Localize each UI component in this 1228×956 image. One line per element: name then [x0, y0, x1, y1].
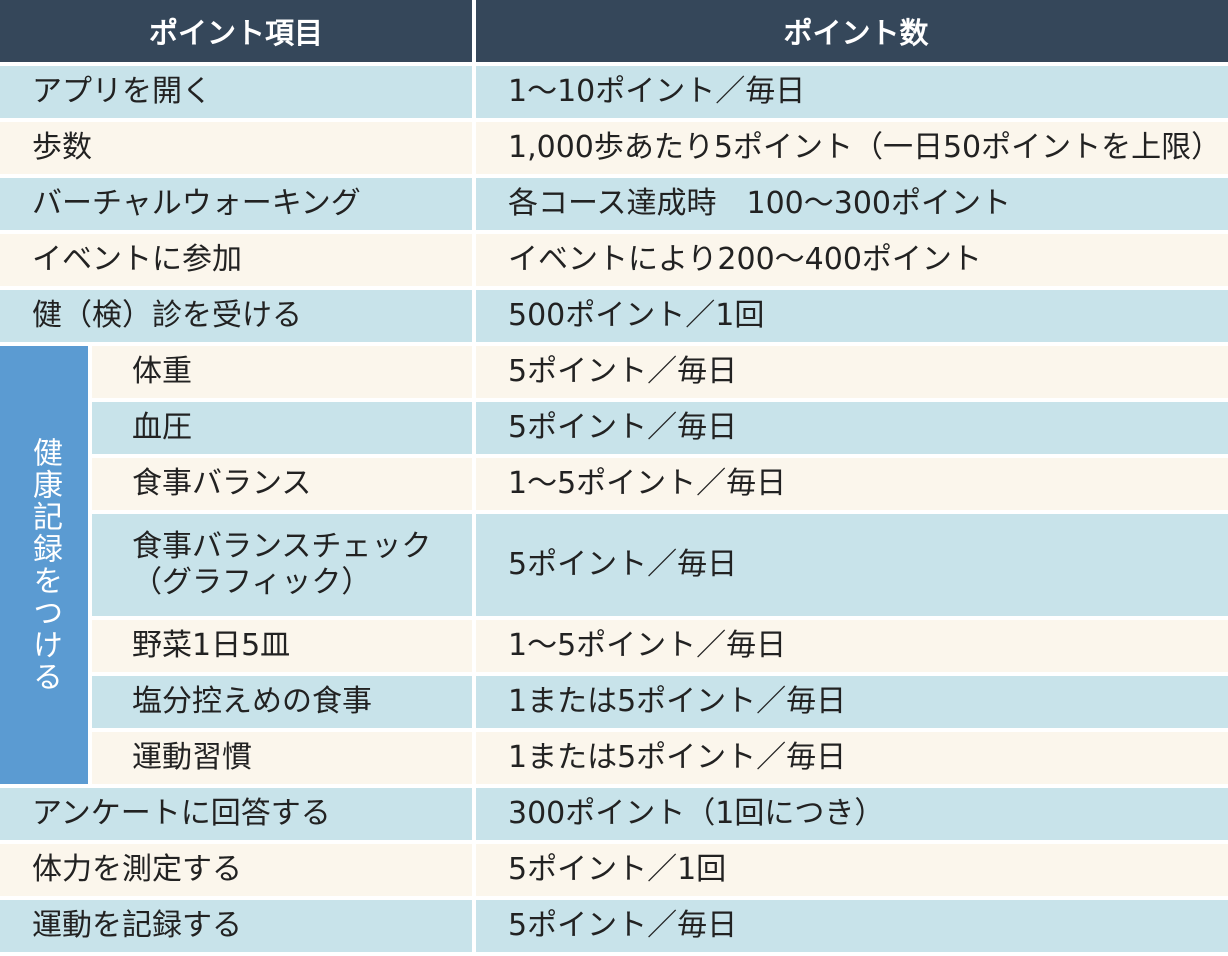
- row-item: 歩数: [0, 122, 472, 174]
- header-points: ポイント数: [476, 0, 1228, 62]
- row-points: 1〜5ポイント／毎日: [476, 458, 1228, 510]
- row-item: 体力を測定する: [0, 844, 472, 896]
- row-points: 5ポイント／毎日: [476, 346, 1228, 398]
- header-item: ポイント項目: [0, 0, 472, 62]
- row-item: バーチャルウォーキング: [0, 178, 472, 230]
- row-points: 各コース達成時 100〜300ポイント: [476, 178, 1228, 230]
- row-item: 食事バランス: [92, 458, 472, 510]
- row-points: 1〜10ポイント／毎日: [476, 66, 1228, 118]
- group-label-text: 健康記録をつける: [27, 437, 62, 693]
- group-label-health-records: 健康記録をつける: [0, 346, 88, 784]
- row-item: アンケートに回答する: [0, 788, 472, 840]
- row-points: 5ポイント／毎日: [476, 402, 1228, 454]
- row-points: 5ポイント／1回: [476, 844, 1228, 896]
- row-points: 1または5ポイント／毎日: [476, 676, 1228, 728]
- row-item: 食事バランスチェック （グラフィック）: [92, 514, 472, 616]
- row-points: 1〜5ポイント／毎日: [476, 620, 1228, 672]
- row-points: 5ポイント／毎日: [476, 514, 1228, 616]
- row-item: イベントに参加: [0, 234, 472, 286]
- row-item: 運動を記録する: [0, 900, 472, 952]
- row-item: 健（検）診を受ける: [0, 290, 472, 342]
- row-item: 血圧: [92, 402, 472, 454]
- row-points: 300ポイント（1回につき）: [476, 788, 1228, 840]
- row-item: 体重: [92, 346, 472, 398]
- row-points: 500ポイント／1回: [476, 290, 1228, 342]
- row-item: 塩分控えめの食事: [92, 676, 472, 728]
- row-points: 1,000歩あたり5ポイント（一日50ポイントを上限）: [476, 122, 1228, 174]
- row-item: 運動習慣: [92, 732, 472, 784]
- row-points: 5ポイント／毎日: [476, 900, 1228, 952]
- row-item: アプリを開く: [0, 66, 472, 118]
- row-item: 野菜1日5皿: [92, 620, 472, 672]
- row-points: イベントにより200〜400ポイント: [476, 234, 1228, 286]
- row-points: 1または5ポイント／毎日: [476, 732, 1228, 784]
